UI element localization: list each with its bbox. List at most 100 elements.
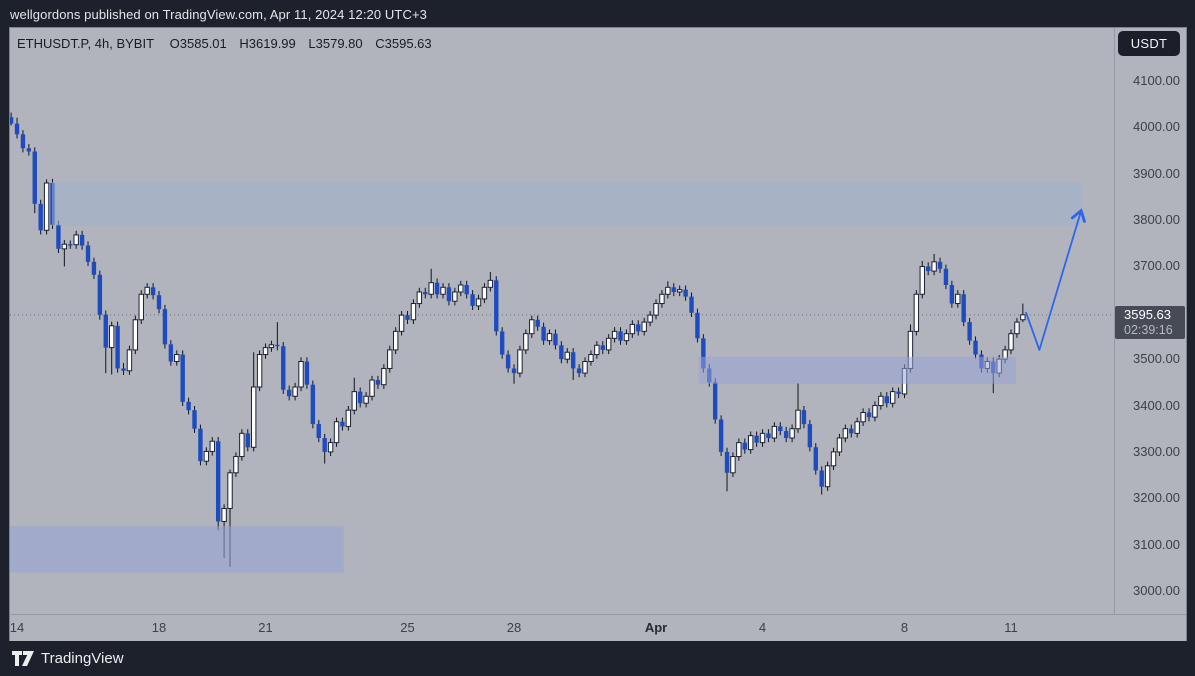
candle-body xyxy=(1008,333,1014,351)
candle-body xyxy=(854,421,860,434)
candle-body xyxy=(676,289,683,293)
candle-body xyxy=(162,309,168,345)
candle-body xyxy=(913,293,920,332)
candle-body xyxy=(641,321,647,332)
candle-body xyxy=(423,291,428,295)
candle-body xyxy=(807,424,813,448)
time-tick-label: 4 xyxy=(758,620,767,635)
candle-body xyxy=(759,432,766,444)
projection-arrow[interactable] xyxy=(1024,208,1086,351)
time-axis[interactable]: 14 18 21 25 28 Apr 4 8 11 xyxy=(10,615,1186,641)
time-tick-label: 28 xyxy=(506,620,522,635)
bar-countdown: 02:39:16 xyxy=(1124,322,1173,337)
candle-body xyxy=(375,380,381,385)
ohlc-open: O3585.01 xyxy=(169,36,227,51)
candle-body xyxy=(830,451,837,467)
tradingview-logo-icon[interactable] xyxy=(12,651,34,666)
candle-body xyxy=(108,325,115,349)
price-tick-label: 3900.00 xyxy=(1133,165,1180,181)
candle-body xyxy=(475,298,482,307)
candle-body xyxy=(505,354,511,369)
candle-body xyxy=(813,447,818,471)
candle-body xyxy=(68,244,73,246)
candle-body xyxy=(736,442,742,458)
time-tick-label: Apr xyxy=(644,620,668,635)
symbol-header: ETHUSDT.P, 4h, BYBIT O3585.01 H3619.99 L… xyxy=(17,36,441,51)
candle-body xyxy=(310,384,316,425)
candle-body xyxy=(931,261,937,272)
candle-body xyxy=(701,338,706,369)
candle-body xyxy=(245,433,250,448)
candle-body xyxy=(824,465,831,488)
candle-body xyxy=(73,234,79,246)
ohlc-high: H3619.99 xyxy=(239,36,296,51)
candle-body xyxy=(227,472,233,509)
time-tick-label: 8 xyxy=(900,620,909,635)
candle-body xyxy=(32,151,37,204)
candle-body xyxy=(275,344,280,347)
candle-body xyxy=(357,391,363,404)
candle-body xyxy=(559,345,564,360)
candle-body xyxy=(298,361,304,388)
candle-body xyxy=(511,368,517,374)
time-axis-divider xyxy=(10,614,1186,615)
candle-body xyxy=(836,437,843,453)
resistance-zone-mid[interactable] xyxy=(698,356,1016,384)
candle-body xyxy=(695,312,700,339)
supply-zone-upper[interactable] xyxy=(51,182,1082,226)
candle-body xyxy=(440,286,446,295)
candle-body xyxy=(351,391,357,411)
candlestick-chart[interactable] xyxy=(10,28,1186,641)
symbol-title[interactable]: ETHUSDT.P, 4h, BYBIT xyxy=(17,36,155,51)
candle-body xyxy=(771,425,778,439)
candle-body xyxy=(97,274,103,315)
candle-body xyxy=(10,117,14,124)
time-tick-label: 21 xyxy=(258,620,273,635)
candle-body xyxy=(564,351,570,360)
candle-body xyxy=(186,401,191,411)
candle-body xyxy=(600,345,605,350)
candle-body xyxy=(192,410,197,429)
candle-body xyxy=(783,431,789,439)
candle-body xyxy=(878,395,884,407)
price-axis[interactable]: 4100.00 4000.00 3900.00 3800.00 3700.00 3500.… xyxy=(1115,28,1186,614)
candle-body xyxy=(541,326,546,341)
currency-badge[interactable]: USDT xyxy=(1118,31,1180,56)
candle-body xyxy=(85,245,91,262)
candle-body xyxy=(452,291,458,302)
candle-body xyxy=(209,440,215,452)
candle-body xyxy=(623,333,630,342)
candle-body xyxy=(611,330,618,339)
candle-body xyxy=(636,324,641,332)
candle-body xyxy=(126,349,133,372)
candle-body xyxy=(801,410,807,425)
time-tick-label: 11 xyxy=(1004,620,1018,635)
candle-body xyxy=(138,293,144,321)
candle-body xyxy=(718,419,724,452)
candle-body xyxy=(470,294,475,306)
brand-name[interactable]: TradingView xyxy=(41,650,124,667)
candle-body xyxy=(925,266,931,272)
candle-body xyxy=(659,293,665,305)
candle-body xyxy=(629,323,636,335)
price-tick-label: 3300.00 xyxy=(1133,443,1180,459)
candle-body xyxy=(281,346,286,390)
demand-zone-lower[interactable] xyxy=(10,526,344,573)
candle-body xyxy=(872,405,878,418)
candle-body xyxy=(398,314,405,332)
candle-body xyxy=(262,347,269,356)
candle-body xyxy=(889,391,896,404)
candle-body xyxy=(233,456,239,474)
candle-body xyxy=(535,319,540,327)
candle-body xyxy=(481,286,488,300)
candle-body xyxy=(937,261,943,269)
candle-body xyxy=(56,224,61,249)
ohlc-close: C3595.63 xyxy=(375,36,432,51)
price-tick-label: 4100.00 xyxy=(1133,73,1180,88)
candle-body xyxy=(316,424,321,439)
candle-body xyxy=(529,319,535,335)
candle-body xyxy=(345,409,352,427)
price-tick-label: 3200.00 xyxy=(1133,490,1180,506)
candle-body xyxy=(363,395,369,404)
